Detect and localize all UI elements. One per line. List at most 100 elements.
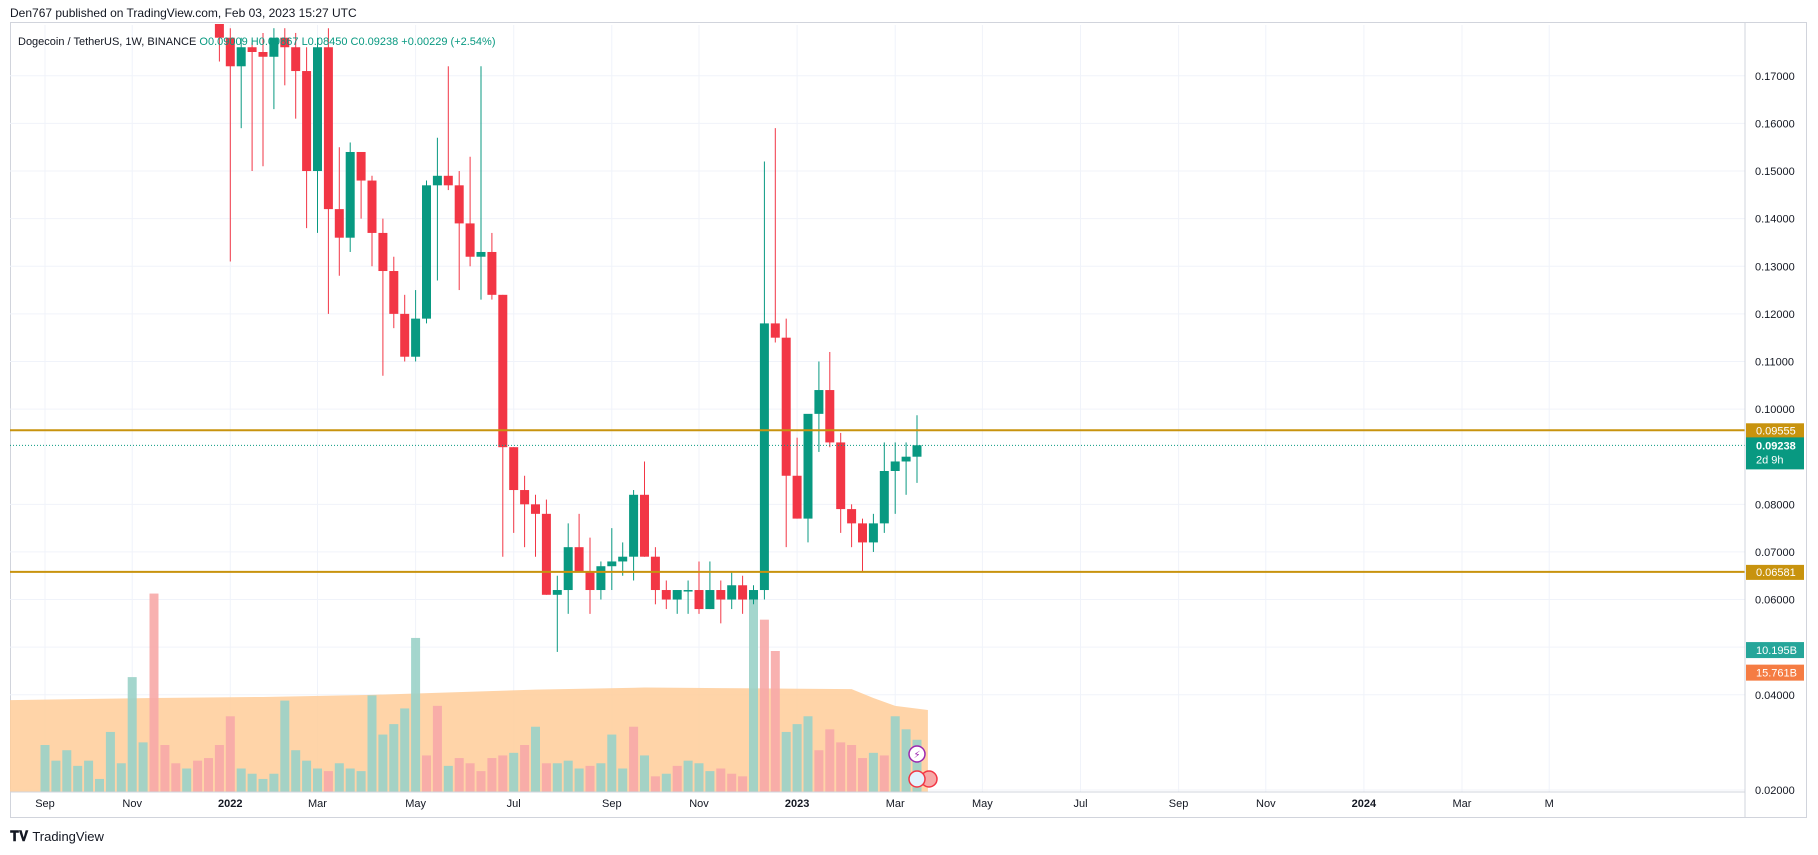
volume-bar: [214, 745, 224, 792]
candle-body: [400, 313, 410, 357]
candle-body: [520, 490, 530, 505]
price-axis: 0.17000 0.16000 0.15000 0.14000 0.13000 0.120…: [1744, 22, 1804, 818]
candle-body: [912, 445, 922, 457]
candle-body: [269, 37, 279, 57]
volume-bar: [879, 755, 889, 792]
candle-body: [280, 37, 290, 48]
candle-body: [585, 570, 595, 591]
candle-body: [465, 223, 475, 257]
volume-bar: [640, 755, 649, 792]
candle-body: [640, 494, 649, 557]
volume-bar: [803, 716, 813, 792]
candle-body: [498, 294, 508, 448]
candle-body: [574, 547, 584, 571]
price-tick-label: 0.15000: [1755, 166, 1795, 178]
volume-bar: [378, 734, 388, 792]
candle-body: [607, 561, 617, 567]
candle-body: [879, 470, 889, 524]
volume-bar: [825, 729, 835, 792]
candle-body: [258, 52, 268, 57]
volume-bar: [847, 745, 857, 792]
volume-bar: [225, 716, 235, 792]
volume-bar: [105, 731, 115, 792]
time-tick-label: 2022: [218, 798, 242, 810]
volume-bar: [770, 651, 780, 792]
volume-bar: [792, 724, 802, 792]
volume-bar: [607, 734, 617, 792]
candle-body: [672, 590, 682, 600]
volume-bar: [149, 593, 159, 792]
candle-body: [476, 251, 486, 257]
time-tick-label: Sep: [602, 798, 622, 810]
event-icons: ⚡: [908, 745, 938, 788]
volume-value-label: 10.195B: [1756, 645, 1797, 657]
candle-body: [313, 47, 322, 172]
candle-body: [345, 151, 355, 238]
bar-countdown-label: 2d 9h: [1756, 454, 1784, 466]
volume-bar: [411, 637, 421, 792]
volume-bar: [302, 760, 312, 792]
horizontal-levels: 0.09555 0.06581 0.09238 2d 9h: [10, 423, 1804, 580]
price-tick-label: 0.04000: [1755, 690, 1795, 702]
volume-bar: [563, 760, 573, 792]
ohlc-high: H0.09867: [250, 36, 299, 48]
current-price-label: 0.09238: [1756, 440, 1796, 452]
volume-bar: [116, 763, 126, 792]
candle-body: [738, 585, 748, 600]
volume-bar: [280, 700, 290, 792]
candle-body: [247, 47, 257, 52]
lightning-glyph: ⚡: [913, 750, 920, 761]
candle-body: [214, 24, 224, 38]
volume-bar: [182, 768, 192, 792]
volume-bar: [193, 760, 203, 792]
volume-bar: [498, 755, 508, 792]
volume-bar: [661, 773, 671, 792]
tradingview-logo[interactable]: 𝐓𝐕 TradingView: [10, 828, 104, 845]
candle-body: [847, 509, 857, 524]
candle-body: [705, 590, 715, 610]
volume-bar: [868, 752, 878, 792]
volume-bar: [476, 771, 486, 792]
volume-bar: [291, 750, 301, 792]
level-price-label: 0.09555: [1756, 425, 1796, 437]
volume-bar: [912, 739, 922, 792]
volume-bar: [596, 763, 606, 792]
candle-body: [596, 566, 606, 591]
lightning-icon: [908, 745, 926, 763]
time-tick-label: 2023: [785, 798, 809, 810]
volume-bar: [629, 726, 639, 792]
candle-body: [650, 556, 660, 591]
level-price-tag: [1746, 423, 1804, 439]
candle-body: [378, 232, 388, 272]
time-axis: Sep Nov 2022 Mar May Jul Sep Nov 2023 Mar May Jul Se…: [10, 791, 1745, 810]
time-tick-label: Mar: [308, 798, 327, 810]
volume-bar: [313, 768, 322, 792]
candle-body: [868, 523, 878, 543]
ohlc-close: C0.09238: [350, 36, 399, 48]
volume-bar: [749, 593, 758, 792]
candle-body: [422, 185, 431, 319]
symbol-title: Dogecoin / TetherUS, 1W, BINANCE: [18, 36, 197, 48]
volume-bar: [345, 768, 355, 792]
volume-bar: [171, 763, 181, 792]
volume-bar: [454, 758, 464, 792]
candle-body: [323, 47, 333, 210]
volume-bar: [40, 745, 50, 792]
candle-body: [411, 318, 421, 357]
ohlc-low: L0.08450: [301, 36, 348, 48]
candle-body: [661, 590, 671, 600]
candle-body: [563, 547, 573, 591]
candle-body: [367, 180, 377, 233]
volume-bar: [432, 705, 442, 792]
time-tick-label: Nov: [689, 798, 709, 810]
candle-body: [541, 513, 551, 595]
volume-bar: [62, 750, 72, 792]
candle-body: [749, 590, 758, 600]
candle-body: [618, 556, 628, 562]
candle-body: [825, 390, 835, 443]
candle-body: [683, 590, 693, 592]
volume-bar: [236, 768, 246, 792]
price-tick-label: 0.12000: [1755, 309, 1795, 321]
time-tick-label: Mar: [1453, 798, 1472, 810]
